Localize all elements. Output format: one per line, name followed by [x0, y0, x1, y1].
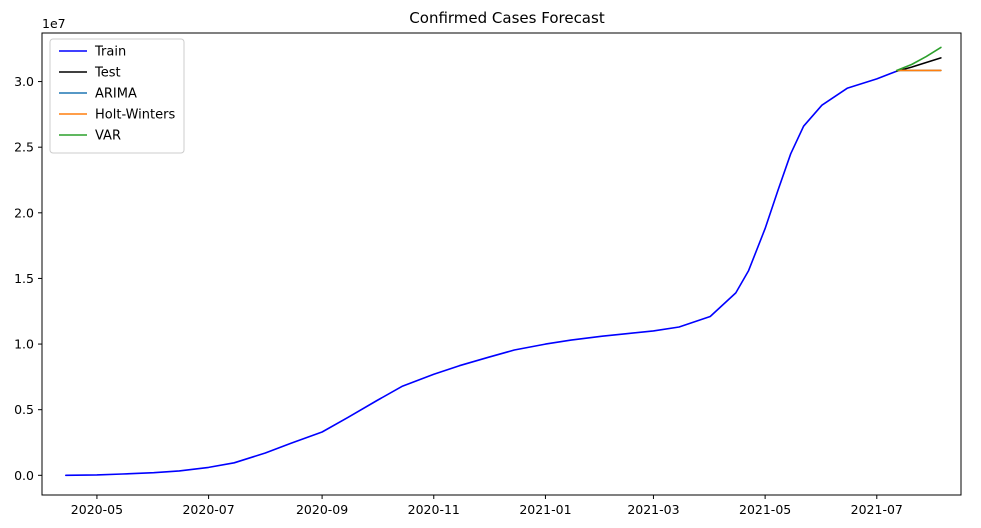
y-scale-label: 1e7 — [42, 16, 66, 31]
y-tick-label: 2.5 — [14, 140, 34, 155]
y-tick-label: 2.0 — [14, 205, 34, 220]
plot-area — [65, 46, 942, 477]
x-tick-label: 2020-05 — [71, 502, 123, 517]
x-tick-label: 2021-05 — [739, 502, 791, 517]
series-line-test — [896, 57, 942, 72]
x-tick-label: 2020-09 — [296, 502, 348, 517]
legend-label: Holt-Winters — [95, 108, 175, 123]
x-axis: 2020-05 2020-07 2020-09 2020-11 2021-01 2021-… — [71, 495, 903, 517]
legend-label: ARIMA — [95, 87, 137, 102]
legend-label: Test — [94, 66, 121, 81]
legend-label: VAR — [95, 129, 121, 144]
series-line-train — [65, 70, 898, 477]
plot-frame — [41, 32, 962, 496]
y-tick-label: 3.0 — [14, 74, 34, 89]
x-tick-label: 2021-03 — [627, 502, 679, 517]
x-tick-label: 2021-01 — [519, 502, 571, 517]
y-tick-label: 1.5 — [14, 271, 34, 286]
legend-box — [49, 38, 185, 154]
y-tick-label: 0.0 — [14, 468, 34, 483]
legend: Train Test ARIMA Holt-Winters VAR — [49, 38, 185, 154]
x-tick-label: 2021-07 — [851, 502, 903, 517]
x-tick-label: 2020-07 — [182, 502, 234, 517]
y-tick-label: 1.0 — [14, 337, 34, 352]
x-tick-label: 2020-11 — [408, 502, 460, 517]
legend-label: Train — [94, 45, 126, 60]
series-line-var — [896, 46, 942, 72]
y-axis: 0.0 0.5 1.0 1.5 2.0 2.5 3.0 — [14, 74, 42, 483]
y-tick-label: 0.5 — [14, 402, 34, 417]
chart-title: Confirmed Cases Forecast — [409, 9, 605, 27]
